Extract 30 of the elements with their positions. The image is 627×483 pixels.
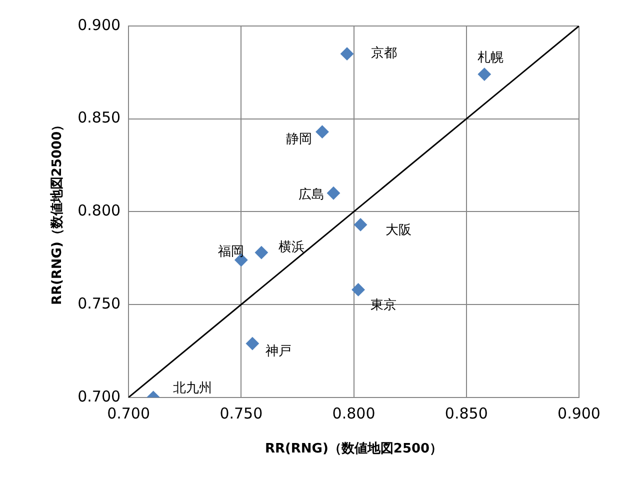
point bbox=[354, 218, 368, 232]
x-tick-label: 0.900 bbox=[558, 404, 600, 422]
x-axis-title: RR(RNG)（数値地図2500） bbox=[264, 442, 443, 457]
point bbox=[246, 337, 259, 350]
data-label: 横浜 bbox=[278, 240, 304, 255]
data-label: 静岡 bbox=[286, 132, 312, 148]
y-tick-label: 0.850 bbox=[78, 108, 121, 127]
point bbox=[478, 68, 491, 81]
data-label: 東京 bbox=[370, 298, 396, 314]
x-tick-label: 0.800 bbox=[332, 404, 376, 422]
point bbox=[327, 186, 340, 200]
y-tick-label: 0.700 bbox=[78, 387, 121, 406]
y-tick-label: 0.750 bbox=[78, 294, 121, 312]
x-tick-label: 0.700 bbox=[107, 404, 150, 422]
data-label: 京都 bbox=[371, 46, 398, 62]
data-label: 神戸 bbox=[265, 344, 292, 359]
data-label: 大阪 bbox=[386, 223, 412, 238]
y-axis-title: RR(RNG)（数値地図25000） bbox=[50, 118, 66, 306]
data-label: 北九州 bbox=[172, 380, 212, 396]
data-label: 広島 bbox=[298, 186, 324, 203]
x-tick-label: 0.850 bbox=[444, 404, 488, 422]
y-tick-label: 0.900 bbox=[78, 16, 121, 34]
point bbox=[340, 47, 354, 60]
data-label: 福岡 bbox=[218, 244, 244, 260]
x-tick-label: 0.750 bbox=[220, 404, 263, 422]
point bbox=[316, 125, 329, 138]
data-label: 札幌 bbox=[477, 50, 504, 66]
point bbox=[254, 246, 268, 260]
point bbox=[352, 283, 365, 296]
y-tick-label: 0.800 bbox=[78, 202, 121, 220]
